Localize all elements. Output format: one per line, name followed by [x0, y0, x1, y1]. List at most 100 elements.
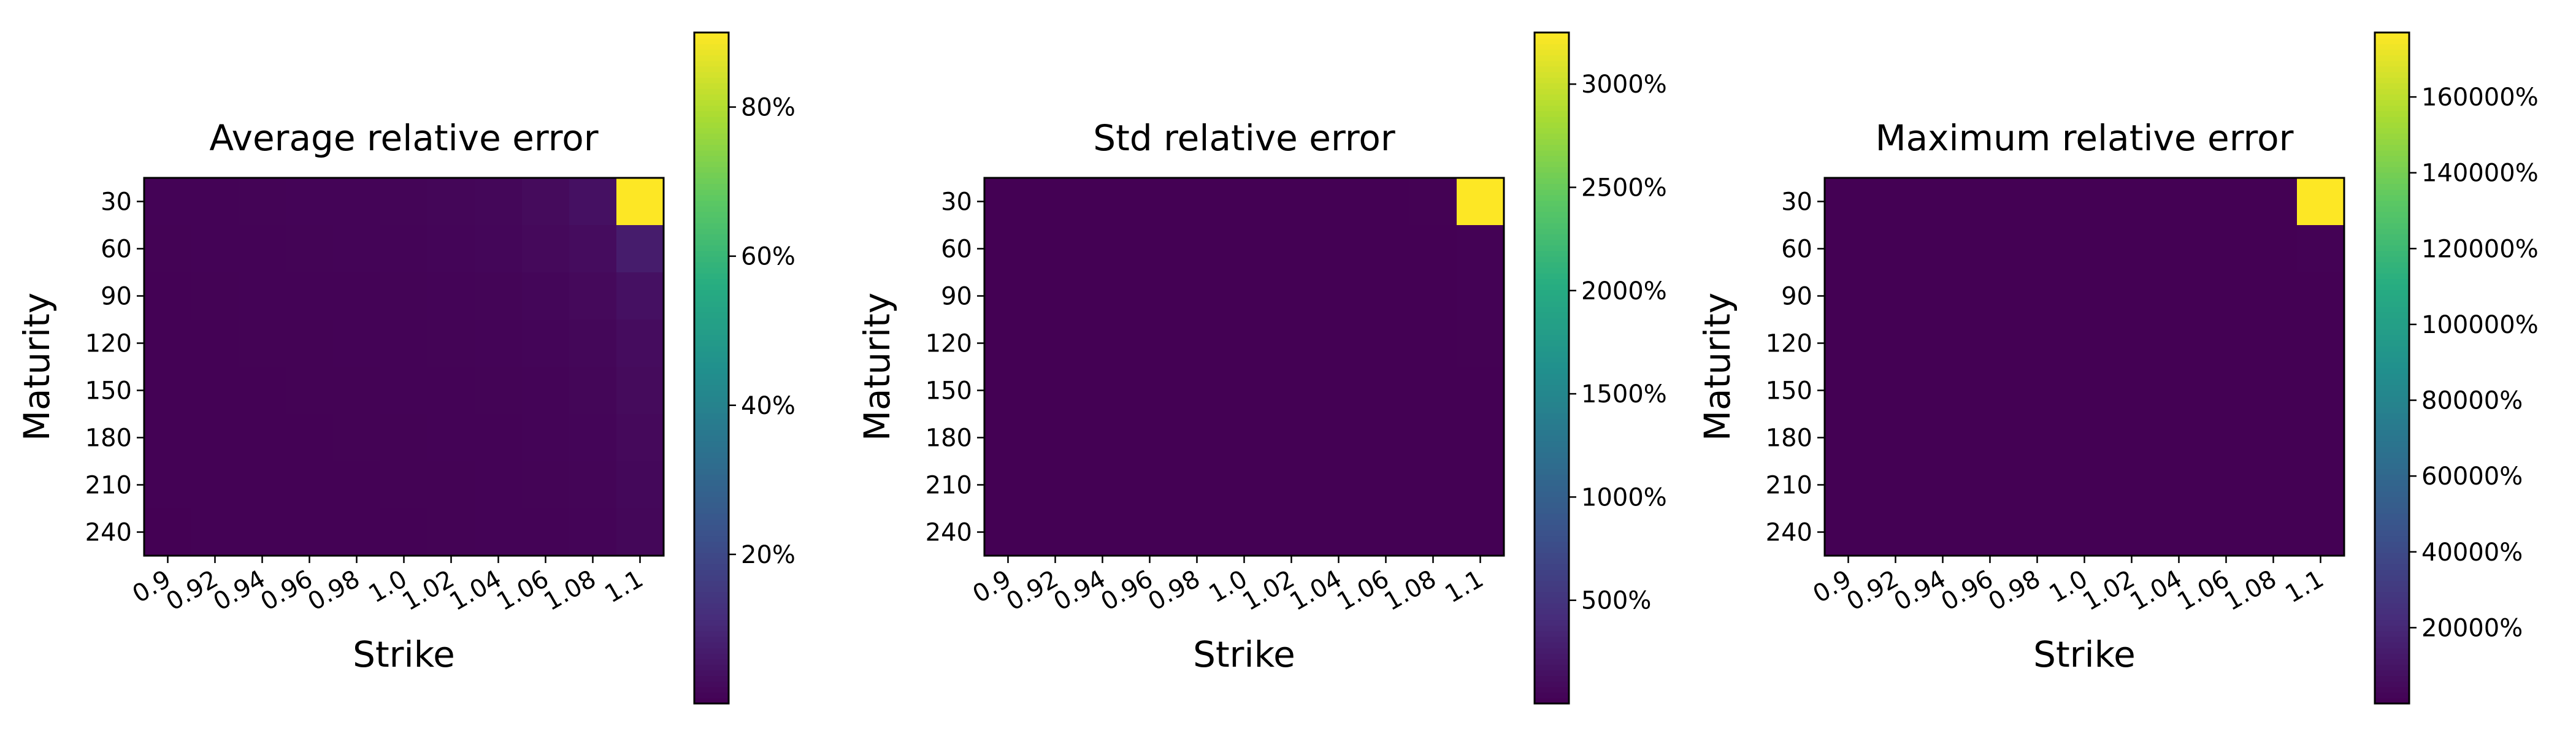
colorbar-segment	[2375, 541, 2409, 548]
y-tick-label: 210	[85, 472, 132, 500]
colorbar-segment	[2375, 502, 2409, 508]
colorbar-segment	[2375, 368, 2409, 374]
heatmap-cell	[2155, 225, 2203, 273]
colorbar-segment	[1535, 33, 1569, 39]
heatmap-cell	[239, 414, 286, 462]
heatmap-cell	[2014, 461, 2061, 509]
colorbar-segment	[694, 424, 729, 431]
x-tick-label: 0.98	[1984, 565, 2045, 616]
heatmap-cell	[427, 272, 475, 320]
heatmap-cell	[616, 272, 664, 320]
heatmap-cell	[1825, 178, 1873, 226]
heatmap-cell	[427, 508, 475, 556]
colorbar-tick-label: 1000%	[1581, 483, 1667, 512]
colorbar-segment	[1535, 446, 1569, 453]
colorbar-segment	[2375, 71, 2409, 78]
heatmap-cell	[286, 320, 334, 367]
heatmap-cell	[380, 225, 428, 273]
colorbar-segment	[1535, 670, 1569, 677]
chart-title: Std relative error	[1093, 117, 1395, 159]
colorbar-segment	[1535, 362, 1569, 369]
colorbar-segment	[694, 692, 729, 699]
heatmap-cell	[1362, 414, 1410, 462]
colorbar-segment	[694, 647, 729, 654]
colorbar-segment	[1535, 647, 1569, 654]
colorbar-segment	[694, 301, 729, 307]
heatmap-cell	[1221, 414, 1268, 462]
colorbar-segment	[2375, 519, 2409, 526]
colorbar-segment	[694, 670, 729, 677]
colorbar-segment	[1535, 345, 1569, 352]
colorbar-segment	[1535, 496, 1569, 503]
heatmap-cell	[1079, 320, 1127, 367]
heatmap-cell	[1221, 508, 1268, 556]
heatmap-cell	[1221, 178, 1268, 226]
heatmap-cell	[1126, 367, 1174, 415]
colorbar-segment	[694, 552, 729, 559]
colorbar-segment	[694, 653, 729, 659]
colorbar-segment	[694, 178, 729, 184]
heatmap-cell	[2155, 367, 2203, 415]
colorbar-tick-label: 2500%	[1581, 174, 1667, 202]
colorbar-segment	[1535, 591, 1569, 598]
heatmap-cell	[522, 508, 570, 556]
heatmap-cell	[1825, 272, 1873, 320]
colorbar-segment	[2375, 105, 2409, 112]
heatmap-cell	[522, 272, 570, 320]
colorbar-segment	[2375, 451, 2409, 458]
heatmap-cell	[144, 178, 192, 226]
colorbar-segment	[2375, 457, 2409, 464]
colorbar-segment	[694, 368, 729, 374]
colorbar-segment	[1535, 575, 1569, 581]
heatmap-cell	[1362, 461, 1410, 509]
colorbar-segment	[694, 625, 729, 632]
heatmap-cell	[1409, 461, 1457, 509]
heatmap-cell	[522, 367, 570, 415]
heatmap-cell	[2014, 272, 2061, 320]
heatmap-cell	[2202, 272, 2250, 320]
heatmap-cell	[239, 367, 286, 415]
colorbar-segment	[1535, 139, 1569, 145]
colorbar-segment	[694, 99, 729, 106]
colorbar-segment	[1535, 121, 1569, 128]
colorbar-segment	[2375, 267, 2409, 274]
heatmap-cell	[2202, 414, 2250, 462]
colorbar-segment	[1535, 38, 1569, 45]
heatmap-cell	[1919, 272, 1967, 320]
colorbar-segment	[694, 155, 729, 162]
heatmap-cell	[1409, 225, 1457, 273]
colorbar-tick-label: 100000%	[2421, 311, 2539, 339]
heatmap-cell	[475, 272, 523, 320]
colorbar-segment	[694, 83, 729, 89]
colorbar-segment	[1535, 356, 1569, 363]
heatmap-cell	[1268, 225, 1316, 273]
colorbar-segment	[1535, 323, 1569, 329]
colorbar-segment	[694, 194, 729, 201]
colorbar-segment	[2375, 686, 2409, 693]
colorbar-segment	[694, 71, 729, 78]
colorbar-segment	[1535, 267, 1569, 274]
heatmap-cell	[1966, 320, 2014, 367]
heatmap-cell	[522, 178, 570, 226]
heatmap-cell	[191, 225, 239, 273]
colorbar-segment	[694, 144, 729, 151]
heatmap-cell	[2155, 461, 2203, 509]
colorbar-segment	[2375, 597, 2409, 604]
heatmap-cell	[1221, 272, 1268, 320]
colorbar-segment	[694, 642, 729, 648]
heatmap-cell	[475, 508, 523, 556]
heatmap-cell	[522, 320, 570, 367]
heatmap-cell	[1825, 461, 1873, 509]
heatmap-cell	[333, 414, 381, 462]
colorbar-segment	[2375, 659, 2409, 665]
heatmap-cell	[1919, 367, 1967, 415]
colorbar-segment	[2375, 239, 2409, 246]
colorbar-segment	[1535, 178, 1569, 184]
heatmap-cell	[1457, 508, 1505, 556]
colorbar-frame	[693, 31, 730, 705]
colorbar-segment	[694, 127, 729, 134]
colorbar-segment	[1535, 234, 1569, 240]
colorbar-segment	[694, 462, 729, 469]
colorbar-segment	[2375, 642, 2409, 648]
heatmap-cell	[2061, 414, 2109, 462]
